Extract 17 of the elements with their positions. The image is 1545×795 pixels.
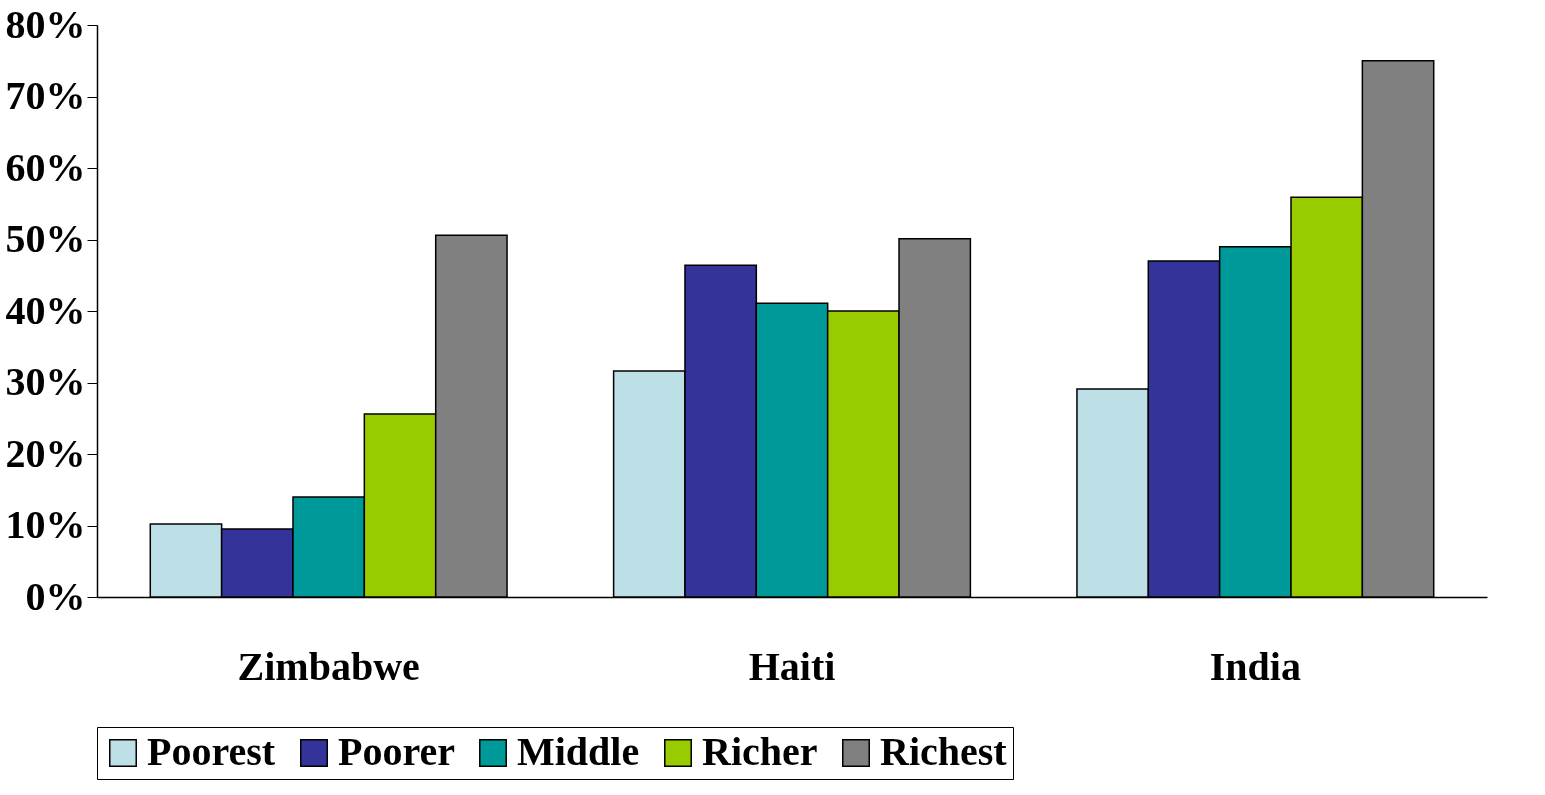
y-tick-label: 30% [5, 359, 86, 404]
y-tick-label: 10% [5, 502, 86, 547]
legend-label: Richer [702, 729, 818, 774]
legend-label: Richest [880, 729, 1008, 774]
y-tick-label: 50% [5, 216, 86, 261]
y-tick-label: 80% [5, 1, 86, 47]
legend-label: Poorer [338, 729, 455, 774]
legend-label: Middle [517, 729, 640, 774]
y-tick-label: 20% [5, 430, 86, 476]
y-tick-label: 40% [5, 287, 86, 333]
x-tick-label: Haiti [748, 643, 836, 689]
x-tick-label: Zimbabwe [237, 643, 420, 689]
y-tick-label: 60% [5, 144, 86, 190]
y-tick-label: 0% [25, 573, 86, 619]
x-tick-label: India [1209, 643, 1301, 689]
legend-label: Poorest [147, 729, 276, 774]
y-tick-label: 70% [5, 73, 86, 118]
